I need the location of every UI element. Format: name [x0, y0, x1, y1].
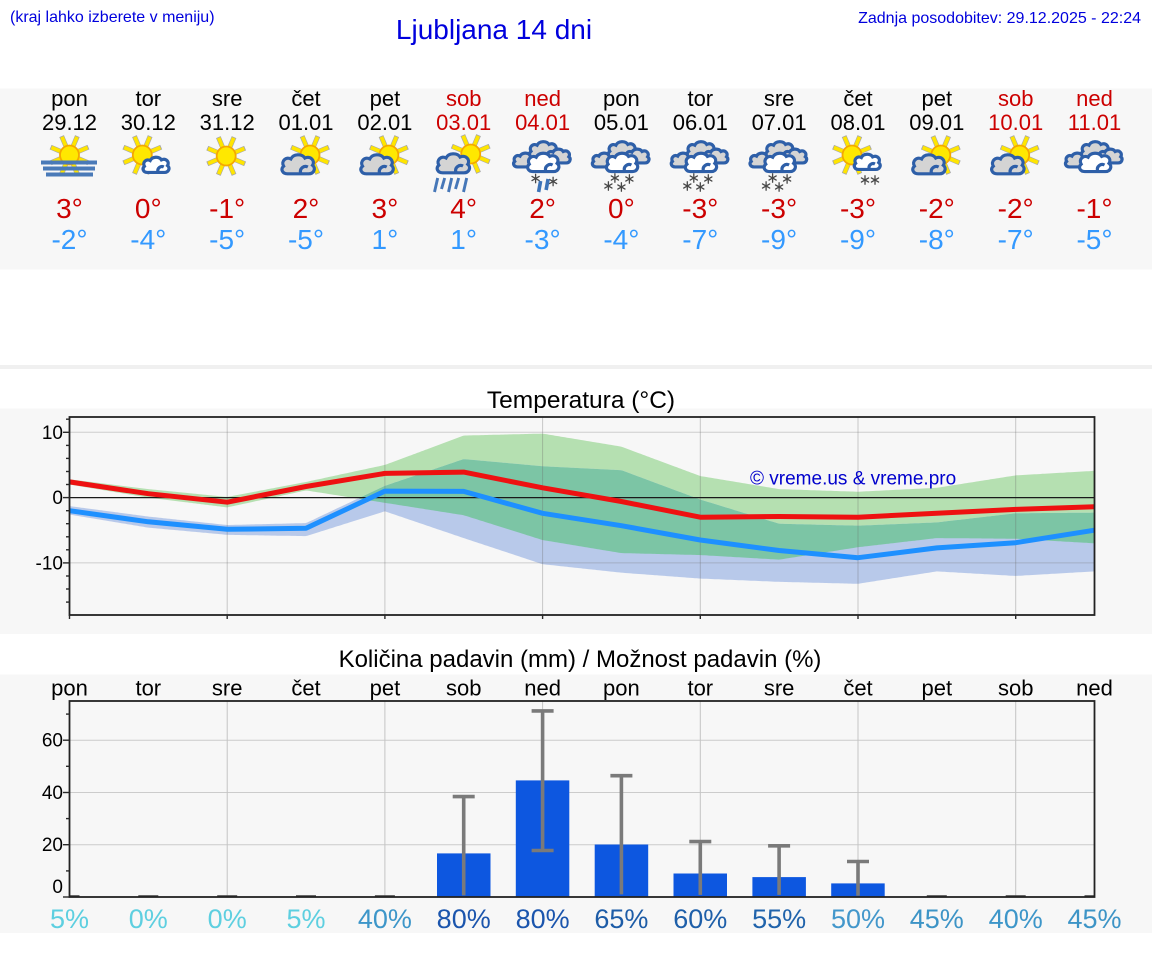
svg-text:sob: sob	[998, 676, 1033, 701]
svg-text:tor: tor	[687, 86, 713, 111]
svg-text:0°: 0°	[135, 193, 162, 224]
svg-text:07.01: 07.01	[752, 110, 807, 135]
svg-text:3°: 3°	[372, 193, 399, 224]
svg-text:06.01: 06.01	[673, 110, 728, 135]
svg-text:40%: 40%	[358, 904, 412, 934]
svg-text:1°: 1°	[372, 224, 399, 255]
svg-text:sob: sob	[446, 86, 481, 111]
svg-text:60: 60	[42, 731, 63, 752]
svg-text:08.01: 08.01	[830, 110, 885, 135]
svg-text:1°: 1°	[450, 224, 477, 255]
svg-text:sre: sre	[212, 676, 243, 701]
svg-text:pon: pon	[51, 676, 88, 701]
svg-text:0: 0	[52, 877, 63, 898]
svg-text:(kraj lahko izberete v meniju): (kraj lahko izberete v meniju)	[10, 9, 215, 26]
svg-text:pet: pet	[370, 86, 401, 111]
svg-text:05.01: 05.01	[594, 110, 649, 135]
svg-text:-3°: -3°	[525, 224, 561, 255]
svg-text:čet: čet	[843, 86, 872, 111]
svg-text:Ljubljana 14 dni: Ljubljana 14 dni	[396, 14, 592, 45]
svg-text:Količina padavin (mm) / Možnos: Količina padavin (mm) / Možnost padavin …	[339, 646, 822, 673]
svg-text:0: 0	[52, 488, 63, 509]
svg-text:-8°: -8°	[919, 224, 955, 255]
svg-text:pon: pon	[603, 86, 640, 111]
svg-text:-3°: -3°	[840, 193, 876, 224]
svg-text:© vreme.us & vreme.pro: © vreme.us & vreme.pro	[750, 469, 956, 490]
svg-text:-4°: -4°	[130, 224, 166, 255]
svg-text:31.12: 31.12	[200, 110, 255, 135]
svg-text:Zadnja posodobitev: 29.12.2025: Zadnja posodobitev: 29.12.2025 - 22:24	[858, 10, 1141, 27]
svg-text:tor: tor	[135, 676, 161, 701]
svg-text:pet: pet	[922, 676, 953, 701]
svg-text:50%: 50%	[831, 904, 885, 934]
svg-text:55%: 55%	[752, 904, 806, 934]
svg-text:10.01: 10.01	[988, 110, 1043, 135]
svg-text:sre: sre	[764, 676, 795, 701]
svg-text:čet: čet	[291, 86, 320, 111]
svg-text:pet: pet	[922, 86, 953, 111]
svg-text:11.01: 11.01	[1068, 110, 1121, 135]
svg-text:ned: ned	[524, 86, 561, 111]
svg-text:-7°: -7°	[682, 224, 718, 255]
svg-text:2°: 2°	[529, 193, 556, 224]
svg-text:-2°: -2°	[919, 193, 955, 224]
svg-text:04.01: 04.01	[515, 110, 570, 135]
svg-text:5%: 5%	[50, 904, 89, 934]
svg-text:sre: sre	[212, 86, 243, 111]
svg-text:-9°: -9°	[761, 224, 797, 255]
svg-text:0%: 0%	[129, 904, 168, 934]
svg-text:-5°: -5°	[209, 224, 245, 255]
svg-text:-9°: -9°	[840, 224, 876, 255]
svg-text:45%: 45%	[1067, 904, 1121, 934]
svg-text:tor: tor	[687, 676, 713, 701]
svg-text:-4°: -4°	[603, 224, 639, 255]
svg-text:-5°: -5°	[1076, 224, 1112, 255]
svg-text:-2°: -2°	[51, 224, 87, 255]
svg-text:01.01: 01.01	[278, 110, 333, 135]
svg-text:30.12: 30.12	[121, 110, 176, 135]
svg-text:5%: 5%	[286, 904, 325, 934]
svg-text:ned: ned	[1076, 86, 1113, 111]
svg-text:pon: pon	[51, 86, 88, 111]
svg-text:80%: 80%	[516, 904, 570, 934]
svg-text:65%: 65%	[594, 904, 648, 934]
svg-text:02.01: 02.01	[357, 110, 412, 135]
svg-text:sob: sob	[446, 676, 481, 701]
svg-text:-3°: -3°	[761, 193, 797, 224]
svg-text:ned: ned	[1076, 676, 1113, 701]
svg-text:40: 40	[42, 783, 63, 804]
svg-text:10: 10	[42, 423, 63, 444]
svg-text:čet: čet	[291, 676, 320, 701]
svg-text:sre: sre	[764, 86, 795, 111]
svg-text:40%: 40%	[989, 904, 1043, 934]
svg-text:-2°: -2°	[998, 193, 1034, 224]
svg-text:4°: 4°	[450, 193, 477, 224]
svg-text:Temperatura (°C): Temperatura (°C)	[487, 387, 675, 414]
svg-text:-10: -10	[36, 553, 63, 574]
svg-text:-1°: -1°	[1076, 193, 1112, 224]
svg-text:20: 20	[42, 835, 63, 856]
svg-text:09.01: 09.01	[909, 110, 964, 135]
svg-text:tor: tor	[135, 86, 161, 111]
svg-text:0%: 0%	[208, 904, 247, 934]
svg-text:80%: 80%	[437, 904, 491, 934]
svg-text:ned: ned	[524, 676, 561, 701]
svg-text:čet: čet	[843, 676, 872, 701]
svg-text:60%: 60%	[673, 904, 727, 934]
svg-text:-1°: -1°	[209, 193, 245, 224]
svg-text:2°: 2°	[293, 193, 320, 224]
svg-text:-3°: -3°	[682, 193, 718, 224]
svg-text:sob: sob	[998, 86, 1033, 111]
svg-text:pon: pon	[603, 676, 640, 701]
svg-text:-7°: -7°	[998, 224, 1034, 255]
svg-text:45%: 45%	[910, 904, 964, 934]
svg-text:-5°: -5°	[288, 224, 324, 255]
svg-text:03.01: 03.01	[436, 110, 491, 135]
svg-text:0°: 0°	[608, 193, 635, 224]
svg-text:29.12: 29.12	[42, 110, 97, 135]
svg-text:pet: pet	[370, 676, 401, 701]
svg-text:3°: 3°	[56, 193, 83, 224]
